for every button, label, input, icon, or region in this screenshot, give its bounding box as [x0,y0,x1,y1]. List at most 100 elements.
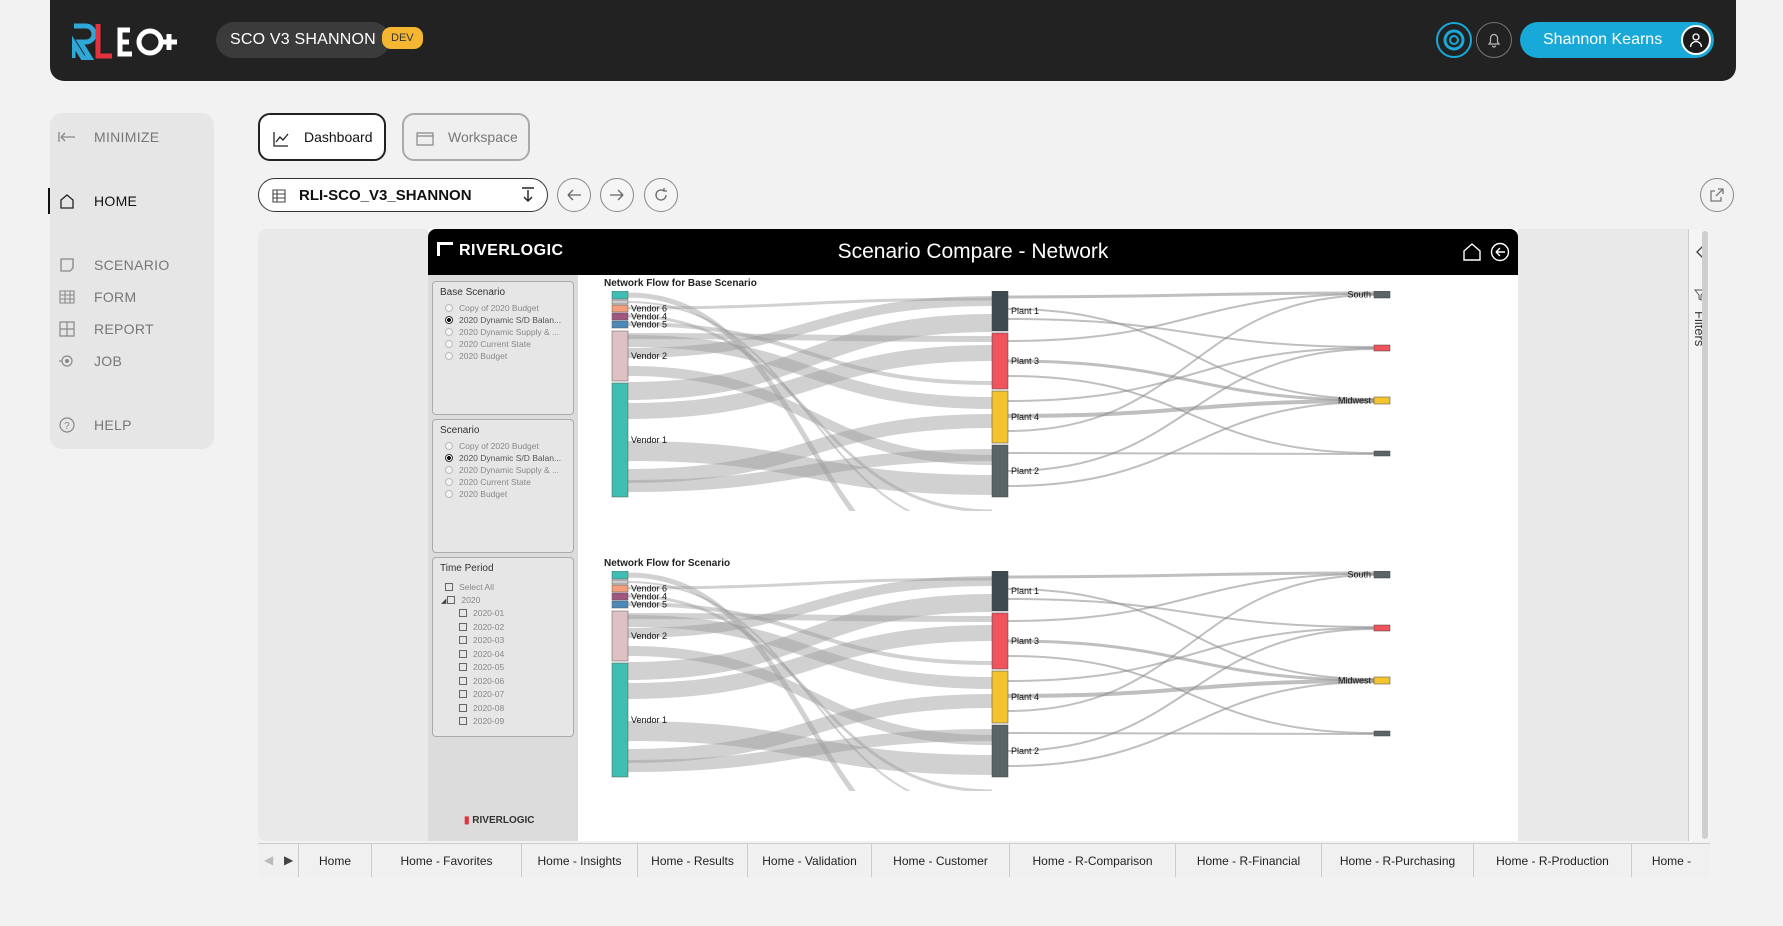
month-checkbox[interactable]: 2020-06 [459,676,504,686]
page-tab[interactable]: Home - Insights [522,844,638,877]
slicer-option[interactable]: 2020 Dynamic S/D Balan... [445,315,561,325]
month-checkbox[interactable]: 2020-05 [459,662,504,672]
home-icon[interactable] [1462,242,1482,262]
page-tab[interactable]: Home - R-Production [1474,844,1632,877]
page-tab[interactable]: Home - R-Purchasing [1322,844,1474,877]
tabs-next-icon[interactable]: ▶ [284,853,294,867]
month-checkbox[interactable]: 2020-02 [459,622,504,632]
month-checkbox[interactable]: 2020-07 [459,689,504,699]
sidebar-item-scenario[interactable]: SCENARIO [50,250,214,280]
page-tab[interactable]: Home - [1632,844,1710,877]
forward-button[interactable] [600,178,634,212]
slicer-option[interactable]: 2020 Dynamic Supply & ... [445,327,559,337]
sidebar-item-label: MINIMIZE [94,129,160,145]
power-icon [1443,29,1465,51]
month-checkbox[interactable]: 2020-03 [459,635,504,645]
slicer-option[interactable]: 2020 Dynamic Supply & ... [445,465,559,475]
sidebar-item-minimize[interactable]: MINIMIZE [50,122,214,152]
month-checkbox[interactable]: 2020-08 [459,703,504,713]
workspace-selector-value: RLI-SCO_V3_SHANNON [299,187,472,204]
region-label: Midwest [1338,676,1372,686]
slicer-option[interactable]: 2020 Budget [445,489,507,499]
month-checkbox[interactable]: 2020-04 [459,649,504,659]
slicer-option[interactable]: 2020 Dynamic S/D Balan... [445,453,561,463]
radio-selected-icon [445,316,453,324]
power-button[interactable] [1436,22,1472,58]
plant-label: Plant 1 [1011,586,1039,596]
radio-icon [445,340,453,348]
sidebar-item-job[interactable]: JOB [50,346,214,376]
workspace-selector[interactable]: RLI-SCO_V3_SHANNON [258,178,548,212]
user-name: Shannon Kearns [1543,31,1663,48]
flow-link [627,414,993,483]
sidebar-item-home[interactable]: HOME [48,186,214,216]
sidebar-item-label: SCENARIO [94,257,170,273]
page-tab[interactable]: Home - Favorites [372,844,522,877]
table-icon [272,189,286,203]
vendor-node [611,579,629,585]
sidebar-item-report[interactable]: REPORT [50,314,214,344]
flow-link [627,441,993,495]
user-menu-button[interactable]: Shannon Kearns [1520,22,1714,58]
region-node [1373,291,1391,299]
back-button[interactable] [557,178,591,212]
environment-badge: DEV [382,27,423,49]
report-page-tabs: ◀ ▶ Home Home - Favorites Home - Insights H… [258,843,1710,877]
vendor-label: Vendor 6 [631,584,667,594]
tab-dashboard[interactable]: Dashboard [258,113,386,161]
vertical-scrollbar[interactable] [1702,231,1708,839]
back-circle-icon[interactable] [1490,242,1510,262]
environment-name[interactable]: SCO V3 SHANNON [216,22,390,58]
region-node [1373,450,1391,457]
chevron-left-icon[interactable] [1695,245,1705,259]
flow-link [1007,375,1375,454]
sidebar-item-form[interactable]: FORM [50,282,214,312]
region-node [1373,571,1391,579]
sidebar-item-label: JOB [94,353,123,369]
slicer-heading: Scenario [440,425,480,436]
page-tab[interactable]: Home - Results [638,844,748,877]
page-tab[interactable]: Home [298,844,372,877]
page-tab[interactable]: Home - Customer [872,844,1010,877]
tab-workspace[interactable]: Workspace [402,113,530,161]
page-tab[interactable]: Home - R-Financial [1176,844,1322,877]
page-tab[interactable]: Home - R-Comparison [1010,844,1176,877]
tabs-prev-icon[interactable]: ◀ [264,853,274,867]
slicer-option[interactable]: 2020 Current State [445,477,531,487]
refresh-button[interactable] [644,178,678,212]
flow-link [627,581,912,791]
slicer-heading: Base Scenario [440,287,506,298]
region-label: Midwest [1338,396,1372,406]
filter-panel: Base Scenario Copy of 2020 Budget 2020 D… [428,275,578,841]
flow-link [1007,347,1375,402]
flow-link [627,335,993,409]
flow-link [1007,655,1375,734]
open-external-button[interactable] [1700,178,1734,212]
plant-node [991,571,1009,612]
year-2020-checkbox[interactable]: ◢ 2020 [441,595,481,605]
tab-label: Workspace [448,129,518,145]
page-tab[interactable]: Home - Validation [748,844,872,877]
sidebar-item-help[interactable]: ? HELP [50,410,214,440]
flow-link [1007,628,1375,752]
flow-link [627,314,993,511]
radio-icon [445,352,453,360]
select-all-checkbox[interactable]: Select All [445,582,494,592]
vendor-node [611,592,629,601]
slicer-option[interactable]: 2020 Current State [445,339,531,349]
slicer-option[interactable]: Copy of 2020 Budget [445,303,539,313]
slicer-option[interactable]: 2020 Budget [445,351,507,361]
notifications-button[interactable] [1476,22,1512,58]
plant-node [991,612,1009,670]
slicer-heading: Time Period [440,563,494,574]
month-checkbox[interactable]: 2020-09 [459,716,504,726]
plant-label: Plant 2 [1011,746,1039,756]
checkbox-icon [459,636,467,644]
app-logo[interactable] [72,22,202,60]
flow-link [627,729,993,772]
slicer-option[interactable]: Copy of 2020 Budget [445,441,539,451]
checkbox-icon [447,596,456,604]
vendor-label: Vendor 5 [631,600,667,610]
month-checkbox[interactable]: 2020-01 [459,608,504,618]
flow-link [627,615,993,689]
